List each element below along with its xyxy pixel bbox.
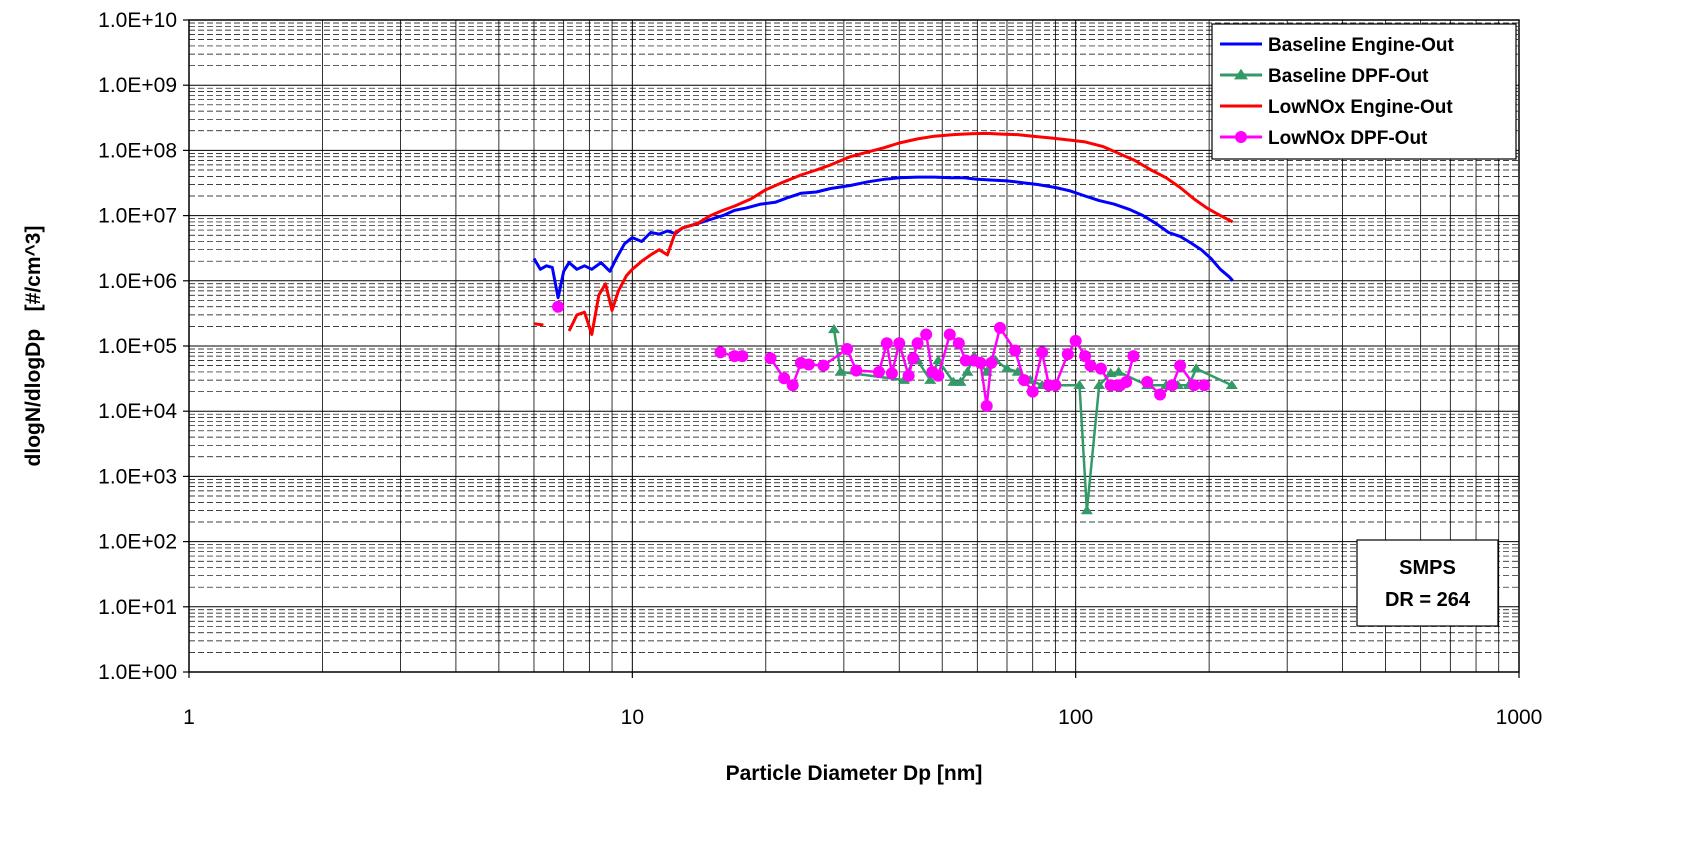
y-tick-label: 1.0E+04 (98, 400, 177, 423)
legend-box (1211, 23, 1517, 160)
data-point-circle (893, 337, 906, 350)
data-point-circle (907, 352, 920, 365)
legend: Baseline Engine-Out Baseline DPF-Out LowNO… (1211, 23, 1517, 160)
y-axis-title: dlogN/dlogDp [#/cm^3] (22, 226, 45, 467)
data-point-triangle (1073, 379, 1086, 390)
y-tick-label: 1.0E+08 (98, 139, 177, 162)
annotation-frame (1356, 539, 1499, 627)
series-lownox-engine-out (533, 131, 1234, 336)
data-point-circle (1166, 379, 1179, 392)
data-point-triangle (1190, 363, 1203, 373)
series-baseline-engine-out (532, 175, 1234, 300)
data-point-circle (1174, 359, 1187, 372)
data-point-circle (1188, 379, 1201, 392)
data-point-circle (880, 337, 893, 350)
legend-label: Baseline DPF-Out (1268, 66, 1429, 87)
x-axis-ticks: 1 10 100 1000 (183, 672, 1542, 729)
y-tick-label: 1.0E+09 (98, 74, 177, 97)
data-point-circle (932, 369, 945, 382)
data-point-circle (1069, 334, 1082, 347)
data-point-circle (1036, 346, 1049, 359)
data-point-circle (952, 337, 965, 350)
x-tick-label: 10 (621, 706, 644, 729)
y-tick-label: 1.0E+07 (98, 205, 177, 228)
data-point-circle (911, 337, 924, 350)
data-point-triangle (1225, 379, 1238, 390)
data-point-triangle (961, 366, 974, 376)
data-point-circle (1079, 350, 1092, 363)
y-tick-label: 1.0E+10 (98, 9, 177, 32)
data-point-circle (1009, 344, 1022, 357)
legend-label: Baseline Engine-Out (1268, 35, 1454, 56)
y-tick-label: 1.0E+00 (98, 661, 177, 684)
data-point-circle (985, 356, 998, 369)
series-line (567, 131, 1234, 336)
data-point-circle (1141, 376, 1154, 389)
data-point-circle (1049, 379, 1062, 392)
data-point-circle (980, 400, 993, 413)
data-point-circle (885, 367, 898, 380)
data-point-triangle (827, 323, 840, 334)
data-point-circle (1120, 376, 1133, 389)
data-point-circle (778, 372, 791, 385)
annotation-line: DR = 264 (1385, 589, 1471, 611)
data-point-circle (902, 369, 915, 382)
x-tick-label: 100 (1058, 706, 1093, 729)
data-point-circle (1127, 350, 1140, 363)
data-point-circle (1084, 359, 1097, 372)
legend-label: LowNOx DPF-Out (1268, 128, 1428, 149)
data-point-circle (993, 321, 1006, 334)
data-point-circle (1061, 348, 1074, 361)
x-tick-label: 1 (183, 706, 195, 729)
data-point-triangle (924, 374, 937, 384)
data-point-circle (1198, 379, 1211, 392)
data-point-circle (872, 365, 885, 378)
series-lownox-dpf-out (552, 300, 1211, 413)
data-point-circle (1018, 374, 1031, 387)
data-point-circle (714, 346, 727, 359)
series-layer (532, 131, 1238, 515)
data-point-triangle (1080, 505, 1093, 515)
data-point-triangle (1093, 379, 1106, 390)
annotation-box: SMPS DR = 264 (1356, 539, 1499, 627)
series-line (533, 322, 544, 327)
x-tick-label: 1000 (1496, 706, 1543, 729)
data-point-circle (1235, 131, 1247, 143)
data-point-circle (764, 352, 777, 365)
y-tick-label: 1.0E+03 (98, 465, 177, 488)
y-axis-ticks: 1.0E+00 1.0E+01 1.0E+02 1.0E+03 1.0E+04 1.0E+… (98, 9, 189, 684)
x-axis-title: Particle Diameter Dp [nm] (726, 762, 983, 785)
data-point-circle (1094, 362, 1107, 375)
y-tick-label: 1.0E+02 (98, 531, 177, 554)
data-point-circle (552, 300, 565, 313)
data-point-triangle (834, 366, 847, 376)
data-point-triangle (1112, 366, 1125, 376)
y-tick-label: 1.0E+06 (98, 270, 177, 293)
data-point-circle (786, 379, 799, 392)
y-tick-label: 1.0E+05 (98, 335, 177, 358)
data-point-triangle (954, 376, 967, 386)
data-point-circle (736, 350, 749, 363)
data-point-triangle (1000, 363, 1013, 373)
data-point-circle (1026, 385, 1039, 398)
series-line (532, 175, 1234, 300)
data-point-circle (974, 356, 987, 369)
data-point-triangle (1011, 366, 1024, 376)
data-point-circle (802, 358, 815, 371)
data-point-triangle (1234, 68, 1248, 80)
legend-label: LowNOx Engine-Out (1268, 97, 1453, 118)
y-tick-label: 1.0E+01 (98, 596, 177, 619)
data-point-circle (943, 328, 956, 341)
annotation-line: SMPS (1399, 557, 1456, 579)
data-point-circle (850, 364, 863, 377)
data-point-circle (920, 328, 933, 341)
data-point-circle (841, 342, 854, 355)
data-point-circle (1154, 388, 1167, 401)
data-point-circle (959, 354, 972, 367)
data-point-circle (817, 359, 830, 372)
